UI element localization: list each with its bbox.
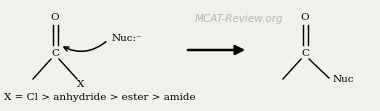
Text: O: O [51,14,59,23]
Text: Nuc:⁻: Nuc:⁻ [112,34,142,43]
Text: X: X [77,79,85,88]
Text: O: O [301,14,309,23]
Text: Nuc: Nuc [333,74,355,83]
Text: MCAT-Review.org: MCAT-Review.org [195,14,283,24]
Text: X = Cl > anhydride > ester > amide: X = Cl > anhydride > ester > amide [4,93,196,102]
Text: C: C [51,49,59,57]
Text: C: C [301,49,309,57]
